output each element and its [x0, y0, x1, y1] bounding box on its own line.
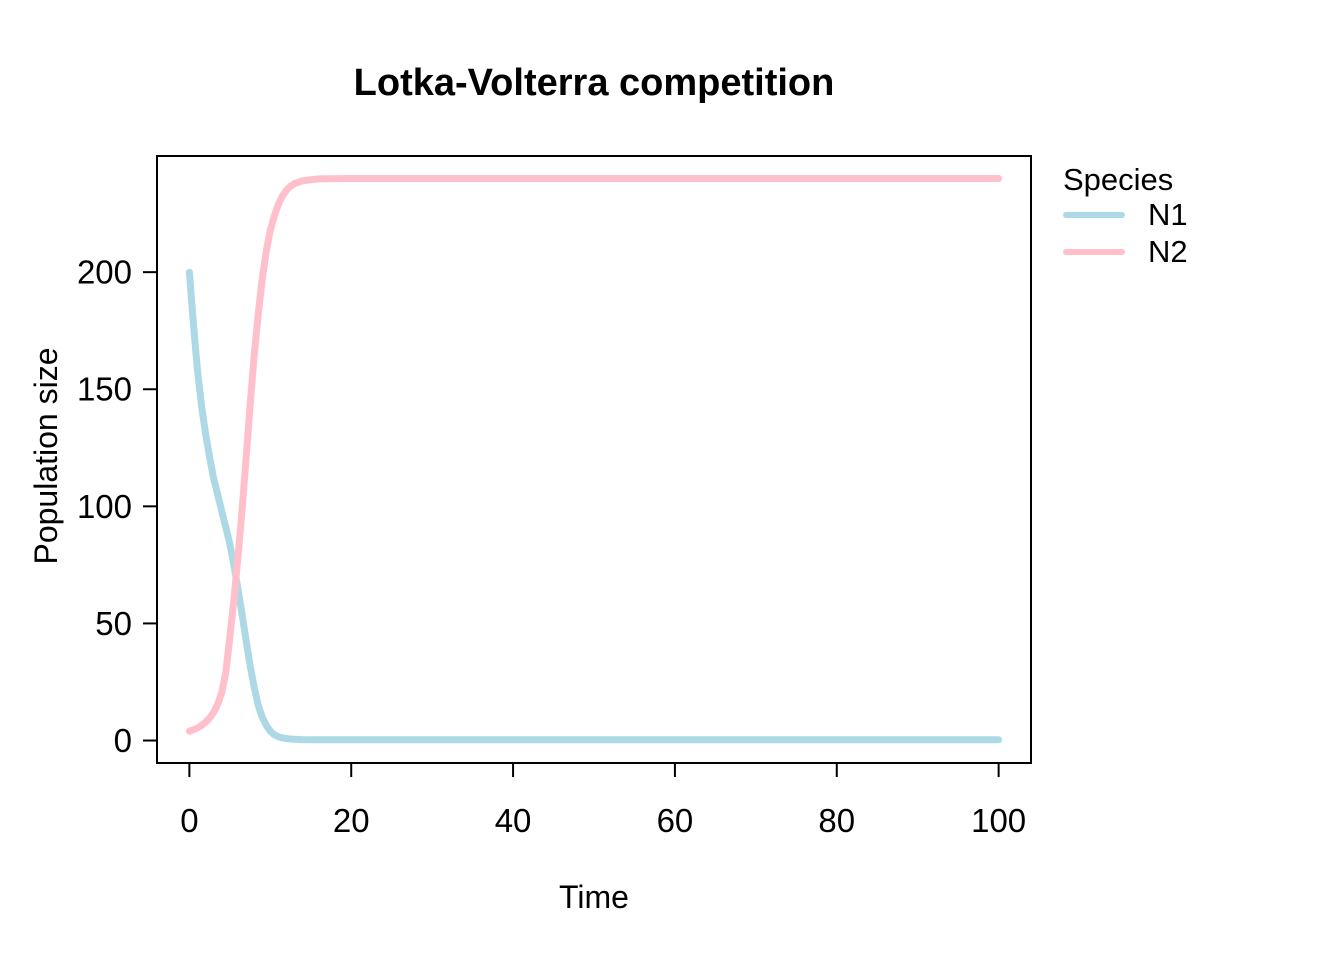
x-tick-label: 100 — [971, 802, 1026, 839]
series-line-n2 — [185, 175, 1003, 735]
plot-border — [156, 155, 1032, 764]
y-tick-label: 200 — [77, 254, 132, 291]
y-tick-label: 150 — [77, 371, 132, 408]
series-line-n1 — [185, 268, 1003, 744]
y-tick-label: 0 — [114, 722, 132, 759]
legend: Species N1 N2 — [1063, 164, 1333, 270]
legend-label-n2: N2 — [1148, 234, 1188, 269]
x-tick-label: 0 — [180, 802, 198, 839]
legend-title: Species — [1063, 162, 1174, 197]
x-tick-label: 40 — [495, 802, 532, 839]
legend-key-line-n1 — [1063, 211, 1125, 218]
chart-title: Lotka-Volterra competition — [353, 62, 835, 104]
legend-item-n1: N1 — [1063, 196, 1333, 233]
x-axis-label: Time — [559, 879, 629, 915]
x-tick-label: 20 — [333, 802, 370, 839]
y-tick-label: 50 — [95, 605, 132, 642]
y-tick-label: 100 — [77, 488, 132, 525]
x-tick-label: 60 — [657, 802, 694, 839]
x-tick-label: 80 — [818, 802, 855, 839]
legend-label-n1: N1 — [1148, 197, 1188, 232]
legend-item-n2: N2 — [1063, 233, 1333, 270]
legend-key-line-n2 — [1063, 248, 1125, 255]
